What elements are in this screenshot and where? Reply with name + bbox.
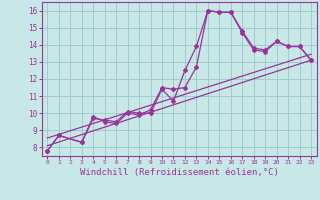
X-axis label: Windchill (Refroidissement éolien,°C): Windchill (Refroidissement éolien,°C) [80, 168, 279, 177]
